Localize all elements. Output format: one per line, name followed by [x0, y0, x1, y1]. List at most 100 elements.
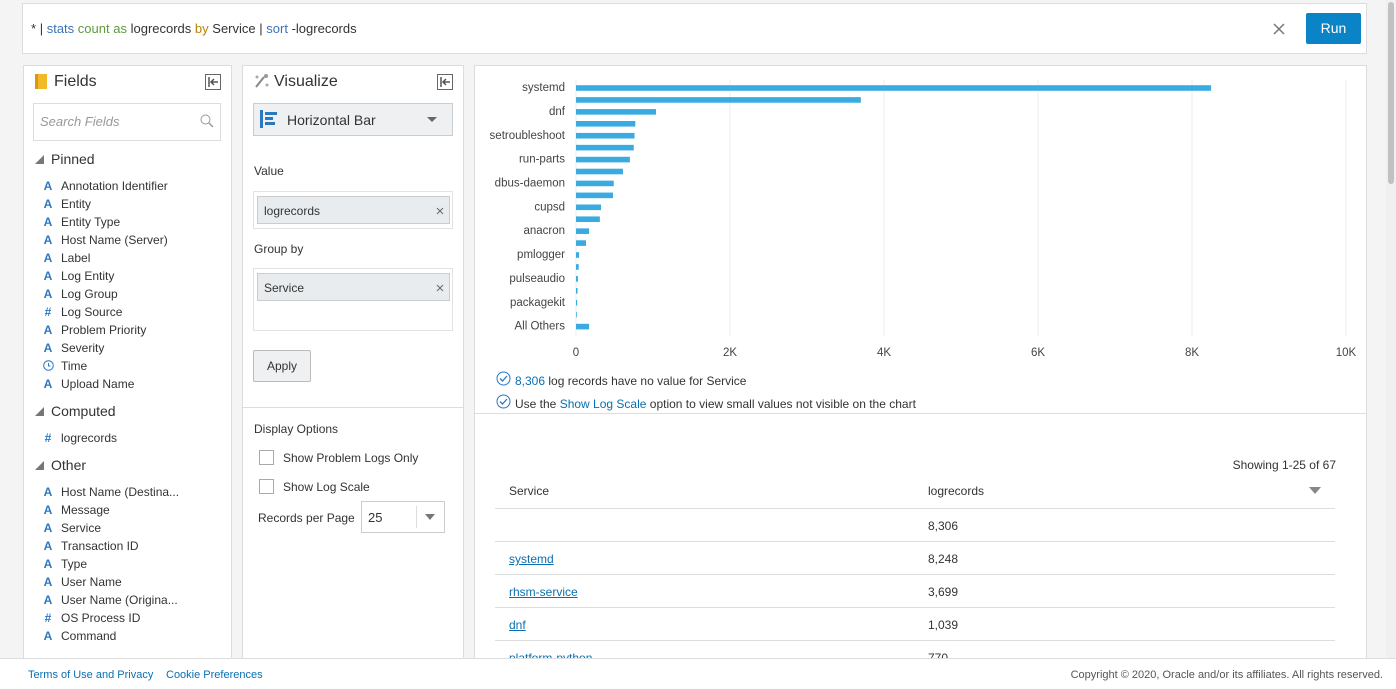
service-link[interactable]: dnf — [509, 618, 526, 632]
service-link[interactable]: platform-python — [509, 651, 593, 662]
bar[interactable] — [576, 120, 636, 127]
value-label: Value — [254, 164, 284, 178]
bar[interactable] — [576, 180, 614, 187]
token: -logrecords — [291, 21, 357, 36]
clear-icon[interactable] — [1273, 23, 1285, 35]
group-label: Group by — [254, 242, 304, 256]
visualize-icon — [255, 74, 269, 88]
bar[interactable] — [576, 299, 578, 306]
group-chip[interactable]: Service — [257, 273, 450, 301]
bar[interactable] — [576, 311, 577, 318]
records-select[interactable]: 25 — [361, 501, 445, 533]
field-label: Message — [61, 503, 110, 517]
check-icon — [496, 394, 511, 409]
search-placeholder: Search Fields — [40, 114, 120, 129]
x-tick-label: 10K — [1336, 347, 1357, 359]
cell-value: 3,699 — [928, 585, 959, 599]
x-tick-label: 8K — [1185, 347, 1199, 359]
field-label: Severity — [61, 341, 105, 355]
run-button[interactable]: Run — [1306, 13, 1361, 44]
field-icon: A — [43, 575, 53, 589]
note-text: log records have no value for Service — [548, 374, 747, 388]
group-header[interactable]: Other — [35, 457, 86, 473]
remove-icon[interactable] — [436, 284, 444, 292]
field-icon: A — [43, 251, 53, 265]
service-link[interactable]: rhsm-service — [509, 585, 578, 599]
bar[interactable] — [576, 85, 1212, 91]
field-label: User Name — [61, 575, 122, 589]
bar[interactable] — [576, 276, 578, 282]
field-icon: A — [43, 287, 53, 301]
bar[interactable] — [576, 216, 600, 223]
missing-count[interactable]: 8,306 — [515, 374, 546, 388]
y-tick-label: setroubleshoot — [490, 130, 566, 142]
bar[interactable] — [576, 288, 578, 294]
field-icon: A — [43, 377, 53, 391]
results-panel: 0 2K 4K 6K 8K 10K systemd dnf setroubleshoot run-… — [474, 65, 1367, 662]
fields-panel: Fields Search Fields Pinned A Annotation I… — [23, 65, 232, 662]
row-divider — [495, 640, 1335, 641]
cell-value: 8,306 — [928, 519, 959, 533]
chart: 0 2K 4K 6K 8K 10K systemd dnf setroubleshoot run-… — [490, 80, 1357, 359]
footer-link[interactable]: Cookie Preferences — [166, 669, 263, 681]
bar[interactable] — [576, 156, 630, 163]
value-chip[interactable]: logrecords — [257, 196, 450, 224]
bar[interactable] — [576, 323, 590, 330]
copyright: Copyright © 2020, Oracle and/or its affi… — [1070, 669, 1383, 681]
search-box[interactable]: Search Fields — [33, 103, 221, 141]
token: | — [39, 21, 44, 36]
token: as — [113, 21, 127, 36]
group-toggle — [35, 155, 44, 164]
separator — [416, 506, 417, 528]
y-tick-label: All Others — [515, 321, 566, 333]
query-text[interactable]: * | stats count as logrecords by Service… — [31, 21, 357, 36]
query-bar[interactable]: * | stats count as logrecords by Service… — [22, 3, 1367, 54]
collapse-icon[interactable] — [205, 74, 221, 90]
checkbox[interactable] — [259, 479, 274, 494]
bar[interactable] — [576, 228, 590, 234]
bar[interactable] — [576, 109, 657, 115]
panel-title: Visualize — [274, 73, 338, 90]
y-tick-label: systemd — [522, 82, 565, 94]
group-header[interactable]: Computed — [35, 403, 116, 419]
bar[interactable] — [576, 97, 861, 103]
chart-type-select[interactable]: Horizontal Bar — [253, 103, 453, 136]
column-header[interactable]: logrecords — [928, 484, 985, 498]
field-label: logrecords — [61, 431, 118, 445]
remove-icon[interactable] — [436, 207, 444, 215]
check-icon — [496, 371, 511, 386]
footer-link[interactable]: Terms of Use and Privacy — [28, 669, 154, 681]
bar[interactable] — [576, 144, 634, 151]
bar[interactable] — [576, 192, 613, 199]
field-label: Type — [61, 557, 88, 571]
scrollbar[interactable] — [1386, 0, 1396, 658]
group-dropzone[interactable]: Service — [253, 268, 453, 331]
column-header[interactable]: Service — [509, 484, 550, 498]
field-label: Problem Priority — [61, 323, 147, 337]
bar[interactable] — [576, 204, 602, 211]
row-divider — [495, 574, 1335, 575]
log-scale-link[interactable]: Show Log Scale — [559, 397, 647, 411]
apply-button[interactable]: Apply — [253, 350, 311, 382]
checkbox[interactable] — [259, 450, 274, 465]
y-tick-label: anacron — [523, 225, 565, 237]
option-label: Show Log Scale — [283, 480, 370, 494]
panel-title: Fields — [54, 73, 97, 90]
token: stats — [46, 21, 75, 36]
collapse-icon[interactable] — [437, 74, 453, 90]
bar[interactable] — [576, 168, 623, 175]
field-label: Host Name (Destina... — [61, 485, 180, 499]
bar[interactable] — [576, 240, 587, 246]
bar[interactable] — [576, 132, 635, 139]
field-label: Log Source — [61, 305, 123, 319]
bar[interactable] — [576, 252, 580, 258]
field-label: Command — [61, 629, 117, 643]
time-icon — [43, 360, 54, 371]
sort-arrow[interactable] — [1309, 487, 1321, 495]
bar[interactable] — [576, 264, 579, 270]
scroll-thumb[interactable] — [1388, 2, 1394, 184]
group-header[interactable]: Pinned — [35, 151, 95, 167]
value-dropzone[interactable]: logrecords — [253, 191, 453, 229]
service-link[interactable]: systemd — [509, 552, 554, 566]
field-label: Service — [61, 521, 102, 535]
